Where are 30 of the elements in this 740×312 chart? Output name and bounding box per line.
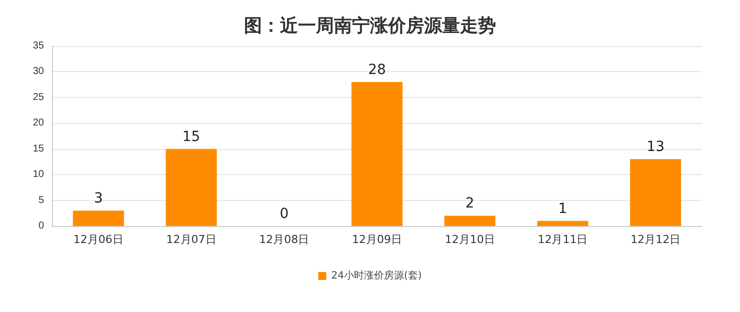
x-tick-label: 12月11日 (538, 233, 588, 246)
x-tick-label: 12月06日 (73, 233, 124, 246)
x-tick-label: 12月08日 (259, 233, 310, 246)
bar (444, 216, 496, 226)
y-tick-label: 15 (32, 143, 44, 154)
data-label: 0 (280, 206, 289, 222)
y-tick-label: 0 (38, 220, 44, 232)
y-tick-label: 20 (32, 118, 44, 129)
data-label: 13 (646, 139, 664, 156)
chart-title: 图：近一周南宁涨价房源量走势 (244, 16, 496, 36)
y-tick-label: 30 (32, 66, 44, 78)
y-tick-label: 25 (32, 92, 44, 103)
x-tick-label: 12月10日 (444, 233, 495, 246)
bar (351, 82, 403, 226)
data-label: 1 (558, 200, 568, 217)
bar (537, 220, 588, 226)
data-label: 15 (182, 128, 200, 145)
data-label: 2 (465, 196, 474, 212)
data-label: 3 (94, 190, 103, 207)
bar (166, 148, 217, 226)
y-tick-label: 5 (38, 194, 44, 206)
x-tick-label: 12月12日 (630, 233, 681, 246)
bar (72, 210, 124, 226)
data-label: 28 (368, 62, 386, 78)
x-tick-label: 12月07日 (166, 233, 216, 246)
bar (630, 159, 682, 226)
legend-label: 24小时涨价房源(套) (331, 270, 422, 282)
x-tick-label: 12月09日 (352, 233, 402, 246)
y-tick-label: 35 (32, 40, 44, 52)
y-tick-label: 10 (32, 169, 44, 180)
